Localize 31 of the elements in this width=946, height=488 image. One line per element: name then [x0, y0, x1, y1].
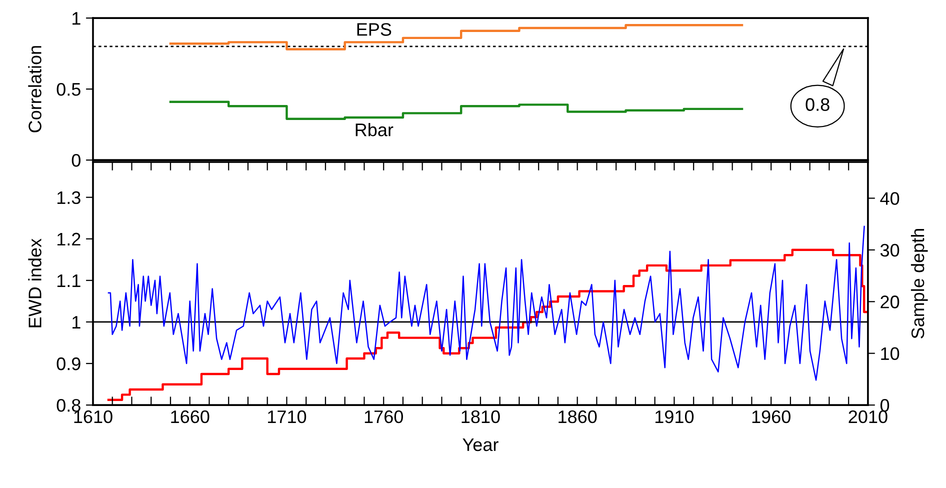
y2-tick-label: 30	[880, 244, 900, 257]
x-tick-label: 1660	[171, 410, 210, 424]
x-tick-label: 1760	[364, 410, 403, 424]
y2-tick-label: 10	[881, 347, 900, 360]
legend-label: 0.8	[806, 98, 830, 111]
x-tick-label: 1960	[752, 410, 790, 424]
x-tick-label: 1910	[656, 410, 694, 424]
series-label: Rbar	[356, 123, 394, 136]
y-tick-label: 0.9	[56, 357, 80, 370]
y2-tick-label: 40	[880, 192, 900, 205]
y-axis-title: EWD index	[28, 238, 42, 328]
x-axis-title: Year	[462, 438, 498, 452]
x-tick-label: 1810	[462, 410, 500, 424]
y-tick-label: 0	[72, 154, 80, 167]
y2-tick-label: 20	[880, 296, 900, 308]
y-tick-label: 1.1	[57, 274, 80, 287]
y-tick-label: 1.2	[57, 232, 80, 246]
line-series	[108, 226, 865, 381]
y-tick-label: 1	[72, 316, 80, 328]
y-axis-title: Correlation	[28, 46, 42, 132]
y-tick-label: 0.8	[56, 398, 80, 412]
y-tick-label: 0.5	[56, 82, 80, 96]
x-tick-label: 1860	[558, 410, 597, 424]
x-tick-label: 1710	[268, 410, 306, 424]
x-tick-label: 1610	[74, 410, 112, 424]
y2-axis-title: Sample depth	[910, 228, 928, 338]
x-tick-label: 2010	[848, 410, 888, 424]
y-tick-label: 1	[72, 12, 80, 25]
y-tick-label: 1.3	[57, 191, 80, 204]
series-label: EPS	[357, 23, 392, 36]
y2-tick-label: 0	[880, 398, 890, 412]
